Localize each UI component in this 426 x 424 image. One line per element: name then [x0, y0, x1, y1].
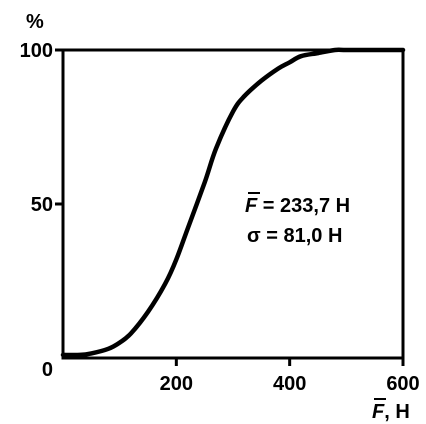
annotation-mean-value: = 233,7 H — [257, 195, 350, 217]
x-tick-label: 200 — [160, 373, 193, 395]
annotation-mean: F = 233,7 H — [245, 192, 350, 217]
x-tick-label: 400 — [273, 373, 306, 395]
y-tick-label: 0 — [42, 359, 53, 381]
y-tick-label: 100 — [20, 40, 53, 62]
svg-text:F = 233,7 H: F = 233,7 H — [245, 195, 350, 217]
y-axis-label: % — [26, 11, 44, 33]
y-tick-label: 50 — [31, 194, 53, 216]
x-axis-label-symbol: F — [372, 401, 385, 423]
annotation-sigma: σ = 81,0 H — [247, 225, 342, 247]
annotation-mean-symbol: F — [245, 195, 258, 217]
x-tick-label: 600 — [386, 373, 419, 395]
x-axis-ticks: 200 400 600 — [160, 358, 420, 395]
svg-text:F, H: F, H — [372, 401, 410, 423]
plot-frame — [61, 48, 405, 360]
series-line — [60, 47, 406, 358]
x-axis-label: F, H — [372, 398, 410, 423]
x-axis-label-unit: , H — [384, 401, 410, 423]
y-axis-ticks: 0 50 100 — [20, 40, 63, 381]
